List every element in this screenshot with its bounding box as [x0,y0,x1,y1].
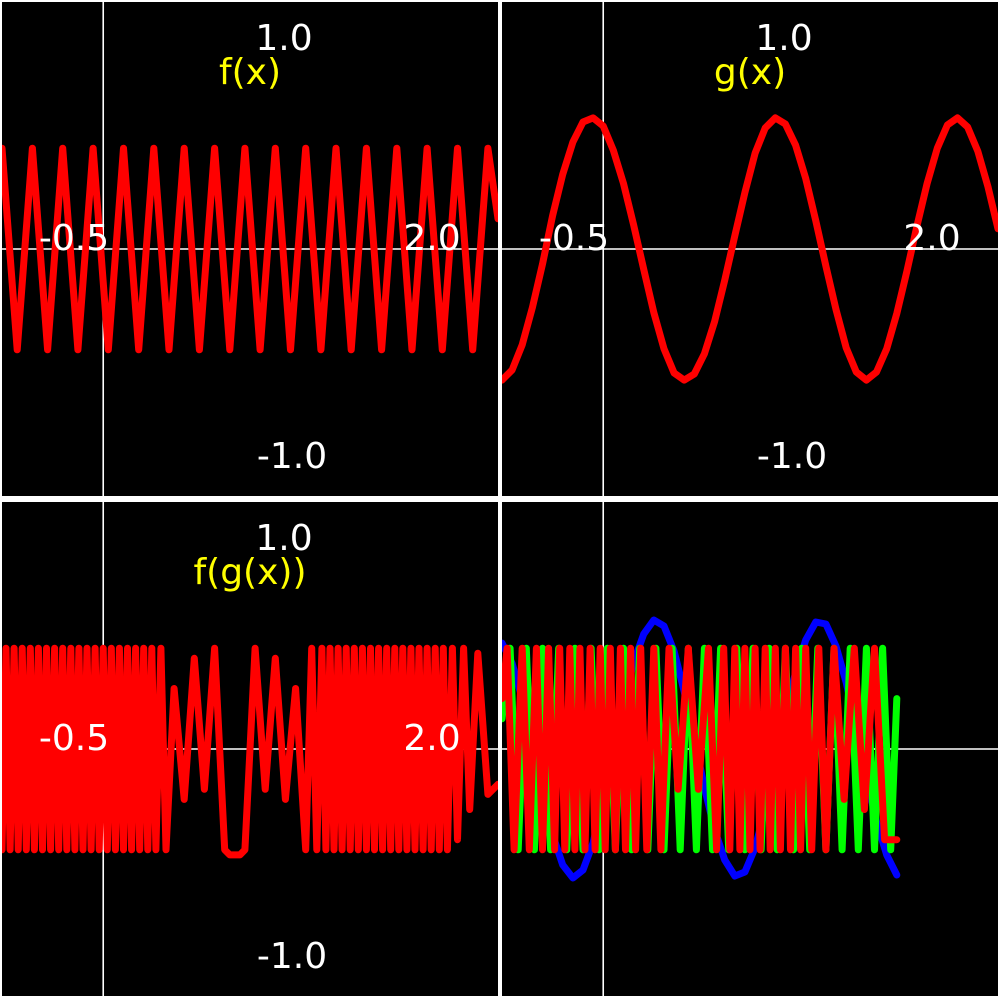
chart-title: f(x) [219,52,281,93]
chart-title: f(g(x)) [193,552,306,593]
tick-label-bottom: -1.0 [757,436,827,477]
tick-label-right: 2.0 [903,218,960,259]
chart-svg: 1.0 -1.0 -0.5 2.0 f(x) [2,2,498,496]
chart-svg: 1.0 -1.0 -0.5 2.0 g(x) [502,2,998,496]
panel-g-of-x: 1.0 -1.0 -0.5 2.0 g(x) [502,2,998,496]
series-line-0 [2,644,498,859]
tick-label-top: 1.0 [255,518,312,559]
chart-svg [502,502,998,996]
tick-label-top: 1.0 [255,18,312,59]
tick-label-right: 2.0 [403,718,460,759]
series-line-0 [502,114,998,384]
tick-label-top: 1.0 [755,18,812,59]
tick-label-bottom: -1.0 [257,936,327,977]
tick-label-left: -0.5 [539,218,609,259]
tick-label-bottom: -1.0 [257,436,327,477]
chart-title: g(x) [714,52,786,93]
series-line-2 [502,644,901,854]
chart-svg: 1.0 -1.0 -0.5 2.0 f(g(x)) [2,502,498,996]
tick-label-left: -0.5 [39,718,109,759]
tick-label-right: 2.0 [403,218,460,259]
panel-overlay [502,502,998,996]
panel-f-of-x: 1.0 -1.0 -0.5 2.0 f(x) [2,2,498,496]
panel-f-of-g-of-x: 1.0 -1.0 -0.5 2.0 f(g(x)) [2,502,498,996]
series-line-0 [2,144,498,354]
tick-label-left: -0.5 [39,218,109,259]
